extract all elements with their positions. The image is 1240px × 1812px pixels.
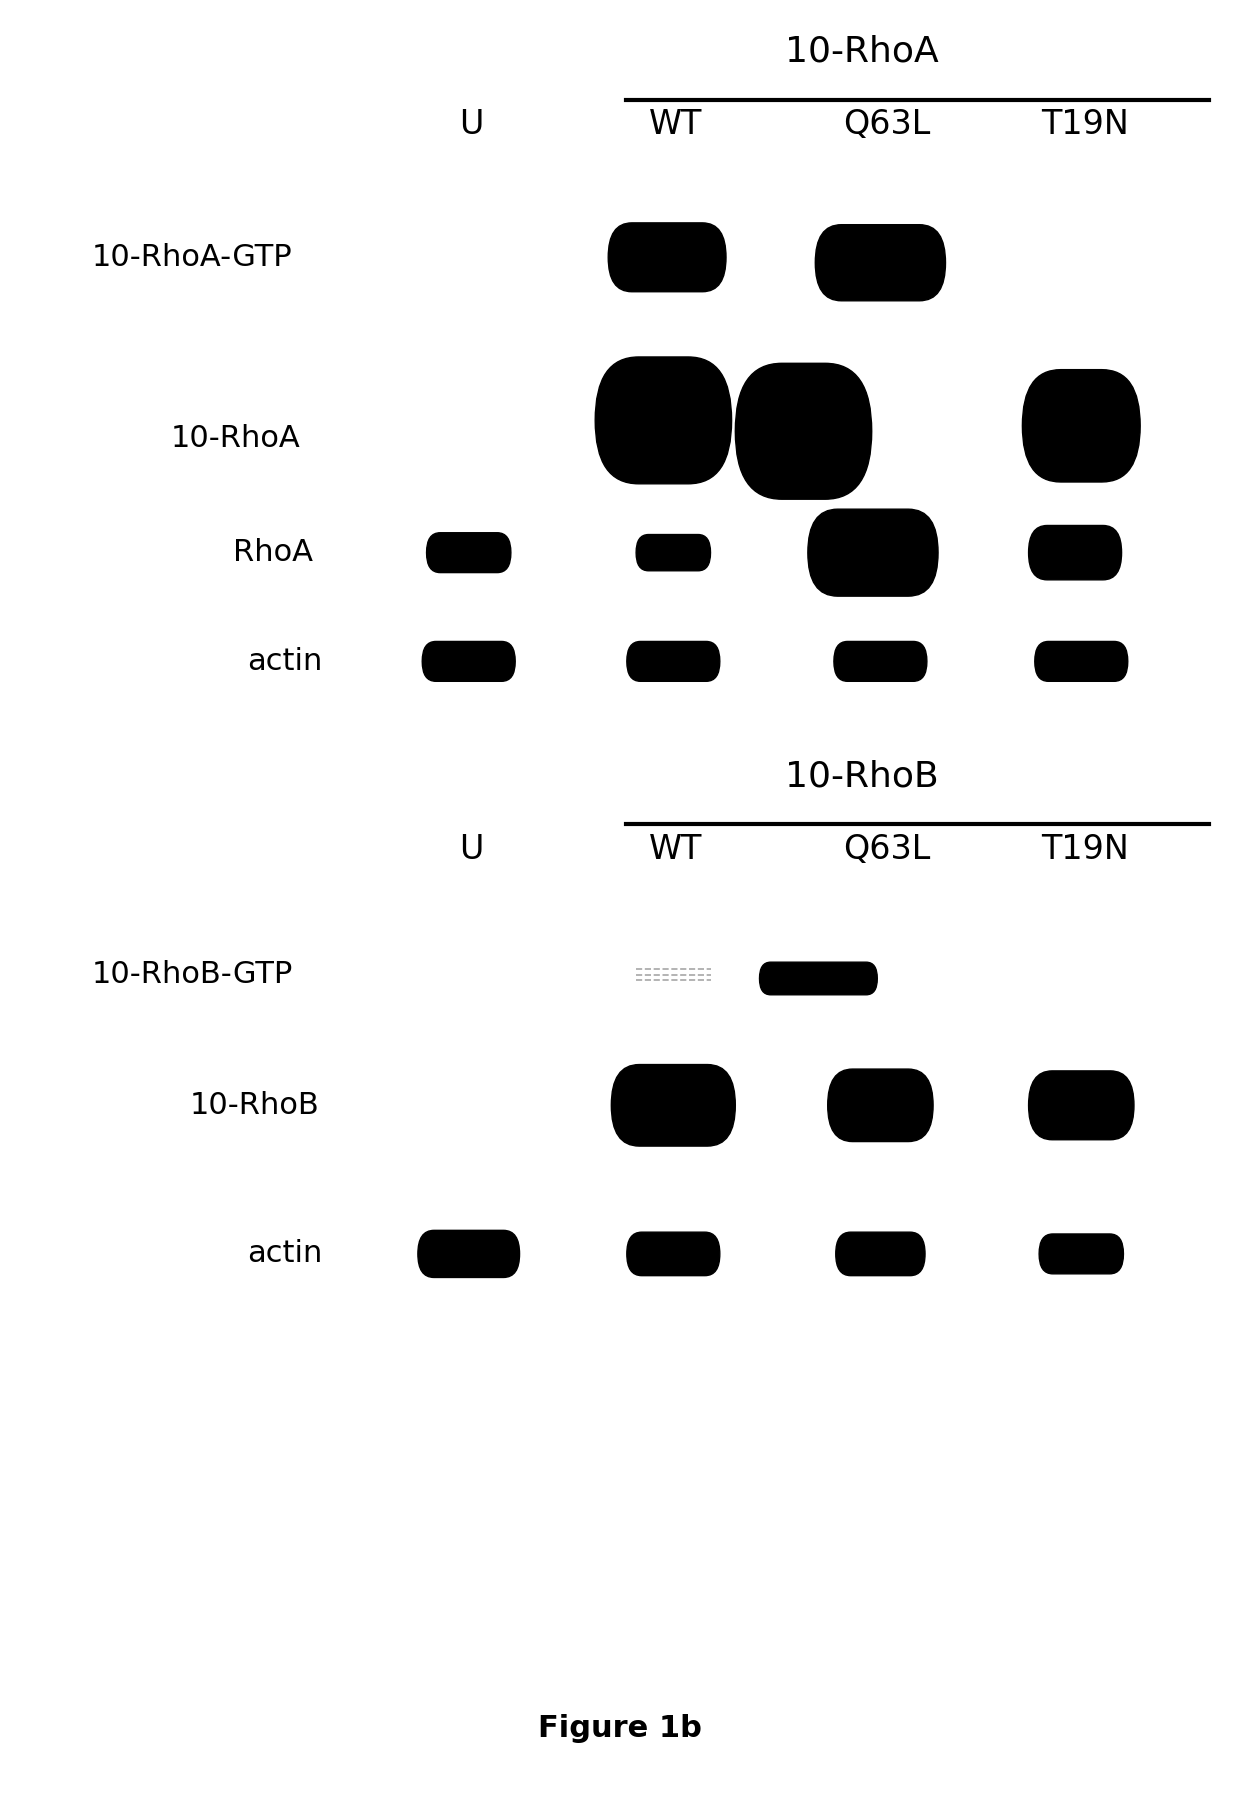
FancyBboxPatch shape — [609, 223, 727, 292]
FancyBboxPatch shape — [427, 533, 511, 573]
Text: 10-RhoA-GTP: 10-RhoA-GTP — [92, 243, 293, 272]
Text: WT: WT — [649, 834, 703, 866]
Text: T19N: T19N — [1042, 834, 1128, 866]
Text: 10-RhoB: 10-RhoB — [190, 1091, 319, 1120]
FancyBboxPatch shape — [627, 641, 719, 681]
FancyBboxPatch shape — [1028, 525, 1121, 580]
Text: RhoA: RhoA — [233, 538, 312, 567]
FancyBboxPatch shape — [636, 535, 711, 571]
FancyBboxPatch shape — [833, 641, 926, 681]
Text: 10-RhoB-GTP: 10-RhoB-GTP — [92, 960, 293, 989]
FancyBboxPatch shape — [1039, 1234, 1123, 1274]
Text: WT: WT — [649, 109, 703, 141]
FancyBboxPatch shape — [611, 1065, 735, 1147]
FancyBboxPatch shape — [816, 225, 945, 301]
Text: actin: actin — [248, 1239, 322, 1268]
Text: 10-RhoA: 10-RhoA — [171, 424, 300, 453]
Text: Q63L: Q63L — [843, 834, 930, 866]
FancyBboxPatch shape — [1028, 1071, 1133, 1140]
Text: T19N: T19N — [1042, 109, 1128, 141]
FancyBboxPatch shape — [418, 1230, 520, 1277]
Text: Figure 1b: Figure 1b — [538, 1714, 702, 1743]
FancyBboxPatch shape — [595, 357, 732, 484]
FancyBboxPatch shape — [735, 362, 872, 498]
Text: U: U — [459, 109, 484, 141]
Text: 10-RhoA: 10-RhoA — [785, 34, 939, 69]
FancyBboxPatch shape — [1034, 641, 1128, 681]
FancyBboxPatch shape — [828, 1069, 932, 1142]
FancyBboxPatch shape — [808, 509, 937, 596]
FancyBboxPatch shape — [759, 962, 878, 995]
Text: actin: actin — [248, 647, 322, 676]
Text: U: U — [459, 834, 484, 866]
Text: Q63L: Q63L — [843, 109, 930, 141]
FancyBboxPatch shape — [422, 641, 516, 681]
FancyBboxPatch shape — [836, 1232, 925, 1276]
Text: 10-RhoB: 10-RhoB — [785, 759, 939, 794]
FancyBboxPatch shape — [627, 1232, 719, 1276]
FancyBboxPatch shape — [1022, 370, 1141, 482]
